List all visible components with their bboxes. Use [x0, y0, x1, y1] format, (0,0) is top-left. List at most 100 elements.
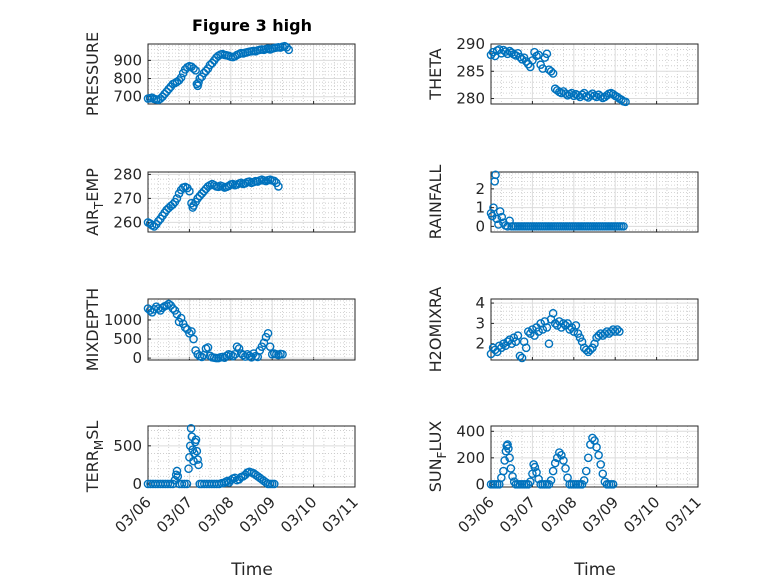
data-point	[162, 87, 171, 96]
data-point	[269, 479, 279, 489]
axes-border	[147, 171, 356, 233]
data-point	[489, 203, 498, 212]
data-point	[494, 341, 504, 351]
data-point	[168, 200, 178, 209]
data-point	[164, 84, 173, 94]
data-point	[145, 306, 155, 315]
data-point	[176, 73, 186, 82]
y-axis-label: AIRTEMP	[83, 168, 106, 236]
data-point	[583, 453, 593, 463]
data-point	[596, 460, 606, 469]
subplot-air-temp: 260 270 280 AIRTEMP	[83, 165, 356, 236]
data-point	[621, 97, 630, 107]
y-tick-label: 1	[475, 199, 485, 217]
subplot-rainfall: 012 RAINFALL	[426, 165, 699, 240]
y-tick-label: 500	[113, 437, 142, 455]
data-point	[180, 323, 190, 332]
y-tick-label: 200	[456, 449, 485, 467]
data-point	[559, 456, 568, 465]
data-point	[521, 343, 531, 353]
data-point	[230, 349, 240, 359]
data-point	[509, 333, 519, 342]
y-tick-label: 270	[113, 189, 142, 207]
x-axis-label-right: Time	[573, 560, 616, 580]
data-point	[149, 222, 159, 231]
data-point	[193, 194, 202, 203]
data-point	[501, 47, 510, 56]
axes-border	[490, 171, 699, 233]
data-point	[195, 191, 205, 201]
data-point	[499, 339, 508, 349]
y-tick-label: 0	[475, 217, 485, 235]
data-point	[579, 476, 589, 485]
data-point	[192, 446, 202, 456]
x-axis-label-left: Time	[230, 560, 273, 580]
data-point	[506, 464, 516, 473]
data-point	[184, 464, 193, 474]
data-point	[538, 325, 548, 334]
data-point	[223, 476, 232, 486]
data-point	[191, 435, 201, 445]
y-tick-label: 0	[475, 475, 485, 493]
data-point	[534, 474, 543, 484]
data-point	[232, 342, 242, 351]
data-point	[530, 462, 540, 472]
data-point	[495, 207, 505, 216]
data-point	[515, 52, 525, 62]
data-point	[550, 458, 560, 468]
y-tick-label: 0	[132, 475, 142, 493]
data-point	[505, 453, 514, 463]
data-point	[526, 477, 535, 486]
data-point	[158, 303, 167, 313]
data-point	[187, 198, 196, 208]
data-point	[203, 343, 213, 352]
data-point	[548, 466, 558, 476]
data-point	[592, 442, 601, 452]
data-point	[497, 343, 506, 353]
y-axis-label: THETA	[426, 48, 445, 100]
y-axis-label: RAINFALL	[426, 165, 445, 240]
data-point	[500, 456, 509, 465]
data-point	[542, 323, 552, 332]
y-tick-label: 800	[113, 70, 142, 88]
data-point	[588, 343, 597, 353]
data-point	[602, 90, 612, 100]
data-point	[515, 351, 525, 361]
data-point	[193, 455, 202, 464]
data-point	[571, 321, 581, 330]
data-point	[259, 338, 269, 348]
y-tick-label: 0	[132, 349, 142, 367]
data-point	[546, 476, 556, 485]
data-point	[598, 469, 608, 479]
data-point	[557, 323, 566, 332]
data-point	[575, 333, 585, 342]
data-point	[194, 460, 203, 470]
y-tick-label: 2	[475, 180, 485, 198]
data-point	[189, 334, 198, 344]
data-point	[201, 66, 211, 76]
data-point	[197, 352, 207, 362]
data-point	[269, 176, 279, 186]
data-point	[561, 464, 570, 473]
y-axis-label: PRESSURE	[83, 32, 102, 116]
y-tick-label: 290	[456, 35, 485, 53]
data-point	[180, 479, 189, 489]
data-point	[189, 64, 198, 73]
data-point	[154, 216, 163, 226]
data-point	[557, 450, 566, 460]
y-tick-label: 285	[456, 62, 485, 80]
data-point	[573, 329, 583, 338]
y-tick-label: 2	[475, 335, 485, 353]
axes-border	[147, 43, 356, 105]
data-point	[176, 313, 186, 323]
data-point	[172, 466, 182, 476]
data-point	[608, 480, 618, 489]
data-point	[160, 89, 169, 99]
data-point	[550, 319, 560, 328]
data-point	[185, 329, 194, 338]
data-point	[594, 450, 603, 460]
y-tick-label: 3	[475, 314, 485, 332]
data-point	[517, 54, 527, 64]
